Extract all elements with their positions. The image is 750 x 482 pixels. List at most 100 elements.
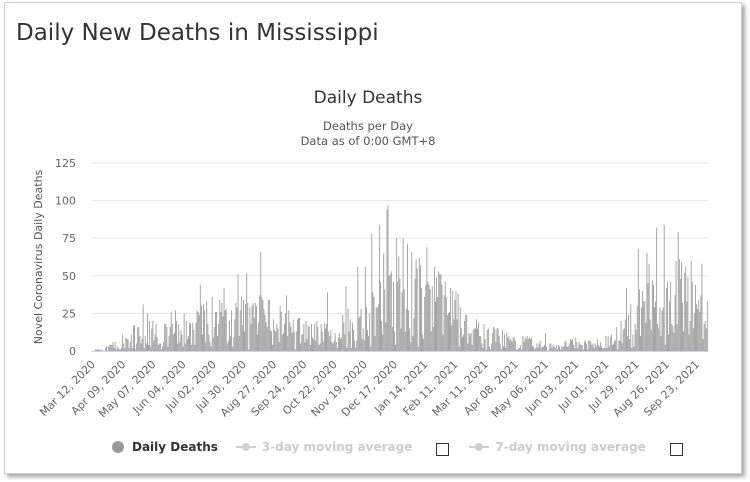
daily-death-bar[interactable]: [628, 314, 630, 351]
daily-death-bar[interactable]: [278, 341, 280, 351]
daily-death-bar[interactable]: [473, 328, 475, 351]
daily-death-bar[interactable]: [314, 323, 316, 351]
daily-death-bar[interactable]: [266, 326, 268, 351]
daily-death-bar[interactable]: [528, 337, 530, 351]
daily-death-bar[interactable]: [363, 340, 365, 351]
daily-death-bar[interactable]: [217, 335, 218, 351]
daily-death-bar[interactable]: [515, 349, 517, 352]
daily-death-bar[interactable]: [498, 335, 500, 351]
daily-death-bar[interactable]: [455, 290, 457, 351]
daily-death-bar[interactable]: [651, 280, 653, 351]
daily-death-bar[interactable]: [593, 347, 595, 351]
daily-death-bar[interactable]: [624, 319, 626, 351]
daily-death-bar[interactable]: [621, 343, 623, 351]
daily-death-bar[interactable]: [202, 334, 203, 351]
checkbox-3-day-average[interactable]: [436, 442, 450, 456]
daily-death-bar[interactable]: [596, 338, 598, 351]
daily-death-bar[interactable]: [541, 346, 543, 351]
daily-death-bar[interactable]: [507, 337, 509, 351]
daily-death-bar[interactable]: [579, 343, 581, 351]
daily-death-bar[interactable]: [149, 320, 151, 351]
daily-death-bar[interactable]: [451, 325, 453, 351]
daily-death-bar[interactable]: [246, 272, 248, 351]
daily-death-bar[interactable]: [568, 343, 570, 351]
daily-death-bar[interactable]: [550, 343, 552, 351]
daily-death-bar[interactable]: [204, 310, 206, 351]
daily-death-bar[interactable]: [521, 349, 523, 352]
daily-death-bar[interactable]: [271, 331, 272, 351]
daily-death-bar[interactable]: [135, 349, 137, 352]
daily-death-bar[interactable]: [535, 347, 537, 351]
daily-death-bar[interactable]: [97, 349, 99, 352]
daily-death-bar[interactable]: [631, 347, 633, 351]
daily-death-bar[interactable]: [601, 346, 603, 351]
daily-death-bar[interactable]: [175, 310, 176, 351]
daily-death-bar[interactable]: [438, 271, 440, 351]
daily-death-bar[interactable]: [262, 299, 264, 351]
daily-death-bar[interactable]: [489, 346, 490, 351]
daily-death-bar[interactable]: [104, 347, 106, 351]
daily-death-bar[interactable]: [578, 341, 580, 351]
daily-death-bar[interactable]: [519, 347, 521, 351]
daily-death-bar[interactable]: [274, 329, 276, 351]
daily-death-bar[interactable]: [219, 299, 221, 351]
daily-death-bar[interactable]: [587, 349, 589, 352]
daily-death-bar[interactable]: [499, 343, 501, 351]
daily-death-bar[interactable]: [392, 281, 394, 351]
daily-death-bar[interactable]: [150, 346, 152, 351]
daily-death-bar[interactable]: [509, 340, 511, 351]
daily-death-bar[interactable]: [292, 319, 294, 351]
daily-death-bar[interactable]: [216, 311, 217, 351]
daily-death-bar[interactable]: [446, 314, 448, 351]
daily-death-bar[interactable]: [318, 344, 320, 351]
daily-death-bar[interactable]: [181, 334, 183, 351]
daily-death-bar[interactable]: [689, 320, 691, 351]
daily-death-bar[interactable]: [188, 335, 189, 351]
daily-death-bar[interactable]: [331, 341, 333, 351]
daily-death-bar[interactable]: [474, 328, 476, 351]
daily-death-bar[interactable]: [421, 287, 422, 351]
daily-death-bar[interactable]: [166, 326, 168, 351]
daily-death-bar[interactable]: [572, 338, 573, 351]
daily-death-bar[interactable]: [300, 343, 302, 351]
daily-death-bar[interactable]: [693, 313, 695, 351]
daily-death-bar[interactable]: [182, 346, 184, 351]
daily-death-bar[interactable]: [539, 340, 541, 351]
daily-death-bar[interactable]: [312, 337, 313, 351]
daily-death-bar[interactable]: [427, 281, 429, 351]
daily-death-bar[interactable]: [586, 343, 587, 351]
daily-death-bar[interactable]: [295, 331, 297, 351]
daily-death-bar[interactable]: [617, 349, 619, 352]
daily-death-bar[interactable]: [99, 349, 101, 352]
daily-death-bar[interactable]: [248, 349, 250, 352]
daily-death-bar[interactable]: [679, 278, 681, 351]
daily-death-bar[interactable]: [296, 319, 298, 351]
daily-death-bar[interactable]: [655, 301, 656, 351]
daily-death-bar[interactable]: [152, 320, 154, 351]
daily-death-bar[interactable]: [111, 344, 113, 351]
daily-death-bar[interactable]: [327, 292, 329, 351]
daily-death-bar[interactable]: [642, 290, 644, 351]
daily-death-bar[interactable]: [143, 347, 145, 351]
daily-death-bar[interactable]: [245, 304, 247, 351]
daily-death-bar[interactable]: [180, 329, 182, 351]
daily-death-bar[interactable]: [214, 311, 216, 351]
daily-death-bar[interactable]: [650, 329, 652, 351]
daily-death-bar[interactable]: [533, 346, 535, 351]
daily-death-bar[interactable]: [151, 328, 153, 351]
daily-death-bar[interactable]: [548, 349, 550, 352]
daily-death-bar[interactable]: [411, 251, 413, 351]
daily-death-bar[interactable]: [319, 343, 321, 351]
daily-death-bar[interactable]: [479, 335, 481, 351]
daily-death-bar[interactable]: [381, 320, 382, 351]
daily-death-bar[interactable]: [240, 296, 242, 351]
daily-death-bar[interactable]: [459, 307, 461, 351]
daily-death-bar[interactable]: [142, 304, 144, 351]
daily-death-bar[interactable]: [396, 238, 398, 351]
daily-death-bar[interactable]: [164, 323, 166, 351]
daily-death-bar[interactable]: [334, 332, 336, 351]
daily-death-bar[interactable]: [377, 304, 379, 351]
daily-death-bar[interactable]: [630, 304, 632, 351]
daily-death-bar[interactable]: [674, 295, 676, 351]
daily-death-bar[interactable]: [466, 314, 468, 351]
